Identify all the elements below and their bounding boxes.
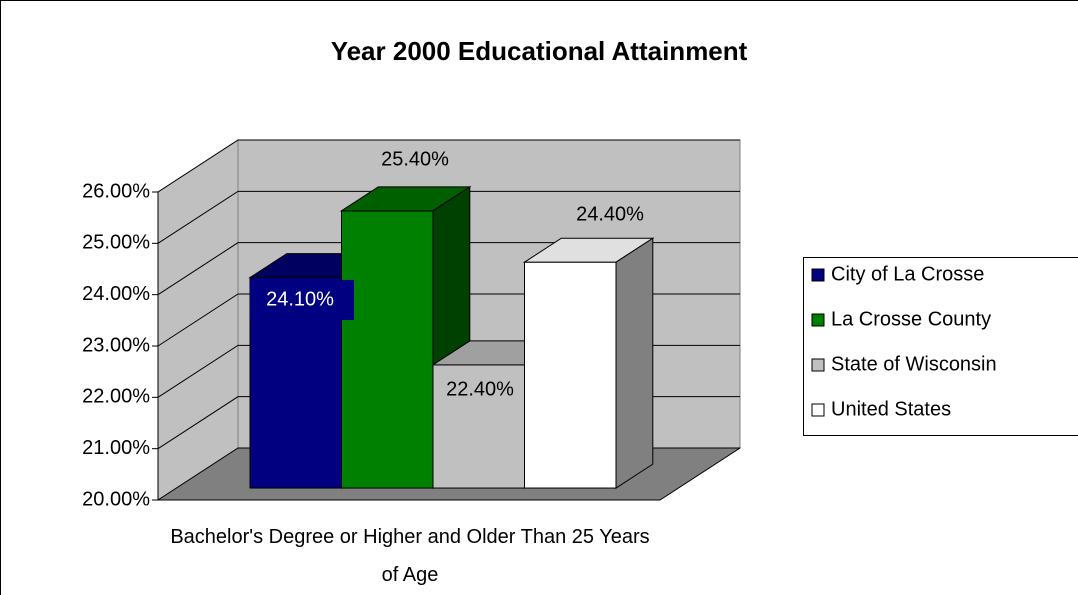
data-label-bg	[250, 280, 354, 320]
data-label: 22.40%	[446, 378, 514, 400]
bar-front	[524, 261, 617, 489]
legend-swatch	[811, 313, 825, 327]
legend-box	[803, 257, 1078, 436]
grid-line	[157, 139, 740, 193]
bar	[522, 237, 655, 489]
data-label: 24.40%	[576, 203, 644, 225]
bar-side	[615, 237, 654, 489]
legend-swatch	[811, 268, 825, 282]
legend-label: United States	[831, 398, 951, 420]
y-tick-label: 23.00%	[82, 334, 150, 356]
chart-title: Year 2000 Educational Attainment	[331, 36, 748, 66]
data-label: 25.40%	[381, 148, 449, 170]
legend-swatch	[811, 403, 825, 417]
legend-label: La Crosse County	[831, 308, 991, 330]
x-axis-depth	[659, 447, 741, 501]
legend-swatch	[811, 358, 825, 372]
y-tick-label: 26.00%	[82, 180, 150, 202]
legend-label: City of La Crosse	[831, 263, 984, 285]
y-tick-label: 22.00%	[82, 386, 150, 408]
y-tick-label: 25.00%	[82, 232, 150, 254]
y-tick-label: 20.00%	[82, 488, 150, 510]
bar-front	[432, 364, 525, 489]
y-tick-label: 21.00%	[82, 437, 150, 459]
bar-front	[341, 210, 434, 489]
grid-line	[157, 190, 740, 244]
x-label-box: Bachelor's Degree or Higher and Older Th…	[170, 526, 650, 586]
legend-label: State of Wisconsin	[831, 353, 997, 375]
y-tick-label: 24.00%	[82, 283, 150, 305]
data-label: 24.10%	[266, 288, 334, 310]
x-tick-label: Bachelor's Degree or Higher and Older Th…	[170, 526, 650, 586]
